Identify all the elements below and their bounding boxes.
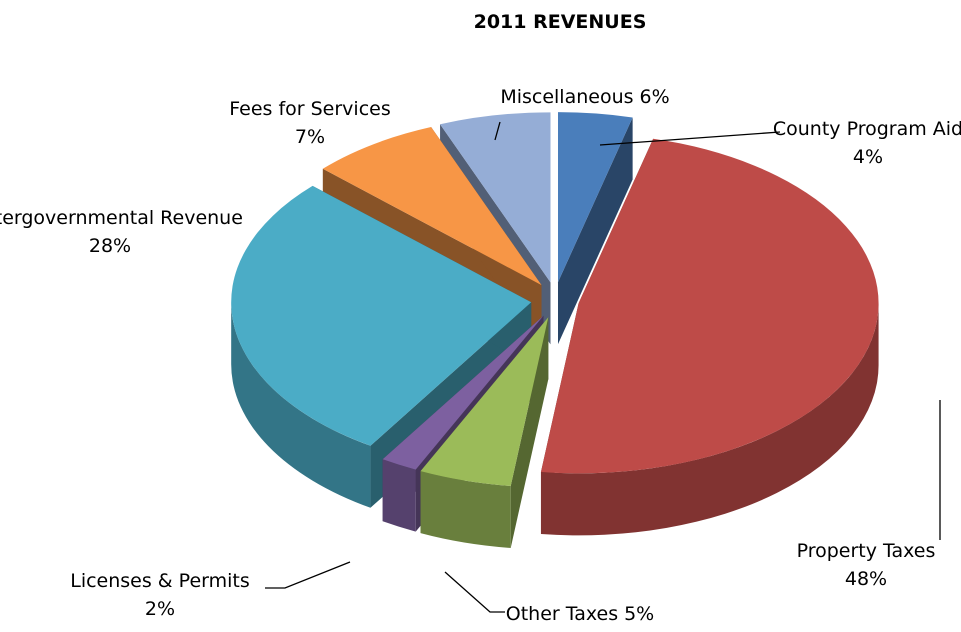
category-label: Miscellaneous [500, 86, 633, 108]
category-label: County Program Aid [773, 118, 961, 140]
category-label: Property Taxes [797, 540, 936, 562]
pie [231, 112, 879, 548]
data-label: Fees for Services 7% [229, 98, 391, 148]
slice-wall [231, 302, 371, 508]
slice-top [420, 317, 549, 486]
labels: County Program Aid 4% Property Taxes 48% Oth… [0, 86, 961, 625]
slice-wall [382, 459, 416, 532]
slice-wall [420, 471, 511, 548]
slice-top [540, 138, 879, 474]
value-label: 6% [640, 86, 670, 108]
leader-line [444, 571, 505, 613]
value-label: 48% [845, 568, 887, 590]
slice-wall [540, 303, 879, 536]
slice-top [382, 315, 544, 470]
slice [540, 138, 879, 536]
leader-line [599, 131, 781, 146]
slice-side [558, 117, 633, 345]
value-label: 2% [145, 598, 175, 620]
category-label: Fees for Services [229, 98, 391, 120]
value-label: 28% [89, 235, 131, 257]
value-label: 5% [624, 603, 654, 625]
leader-line [265, 561, 351, 589]
category-label: Other Taxes [506, 603, 618, 625]
data-label: Miscellaneous 6% [500, 86, 669, 108]
data-label: Property Taxes 48% [797, 540, 936, 590]
slice-top [231, 185, 532, 446]
slice [420, 317, 549, 548]
data-label: Other Taxes 5% [506, 603, 655, 625]
category-label: Intergovernmental Revenue [0, 207, 243, 229]
leader-line [494, 121, 501, 141]
leader-lines [265, 121, 941, 613]
chart-title: 2011 REVENUES [474, 11, 647, 33]
slice-top [322, 127, 542, 286]
value-label: 4% [853, 146, 883, 168]
slice-top [558, 112, 633, 283]
category-label: Licenses & Permits [70, 570, 250, 592]
value-label: 7% [295, 126, 325, 148]
data-label: Licenses & Permits 2% [70, 570, 250, 620]
slice-top [440, 112, 551, 283]
data-label: Intergovernmental Revenue 28% [0, 207, 243, 257]
data-label: County Program Aid 4% [773, 118, 961, 168]
slice [558, 112, 633, 345]
